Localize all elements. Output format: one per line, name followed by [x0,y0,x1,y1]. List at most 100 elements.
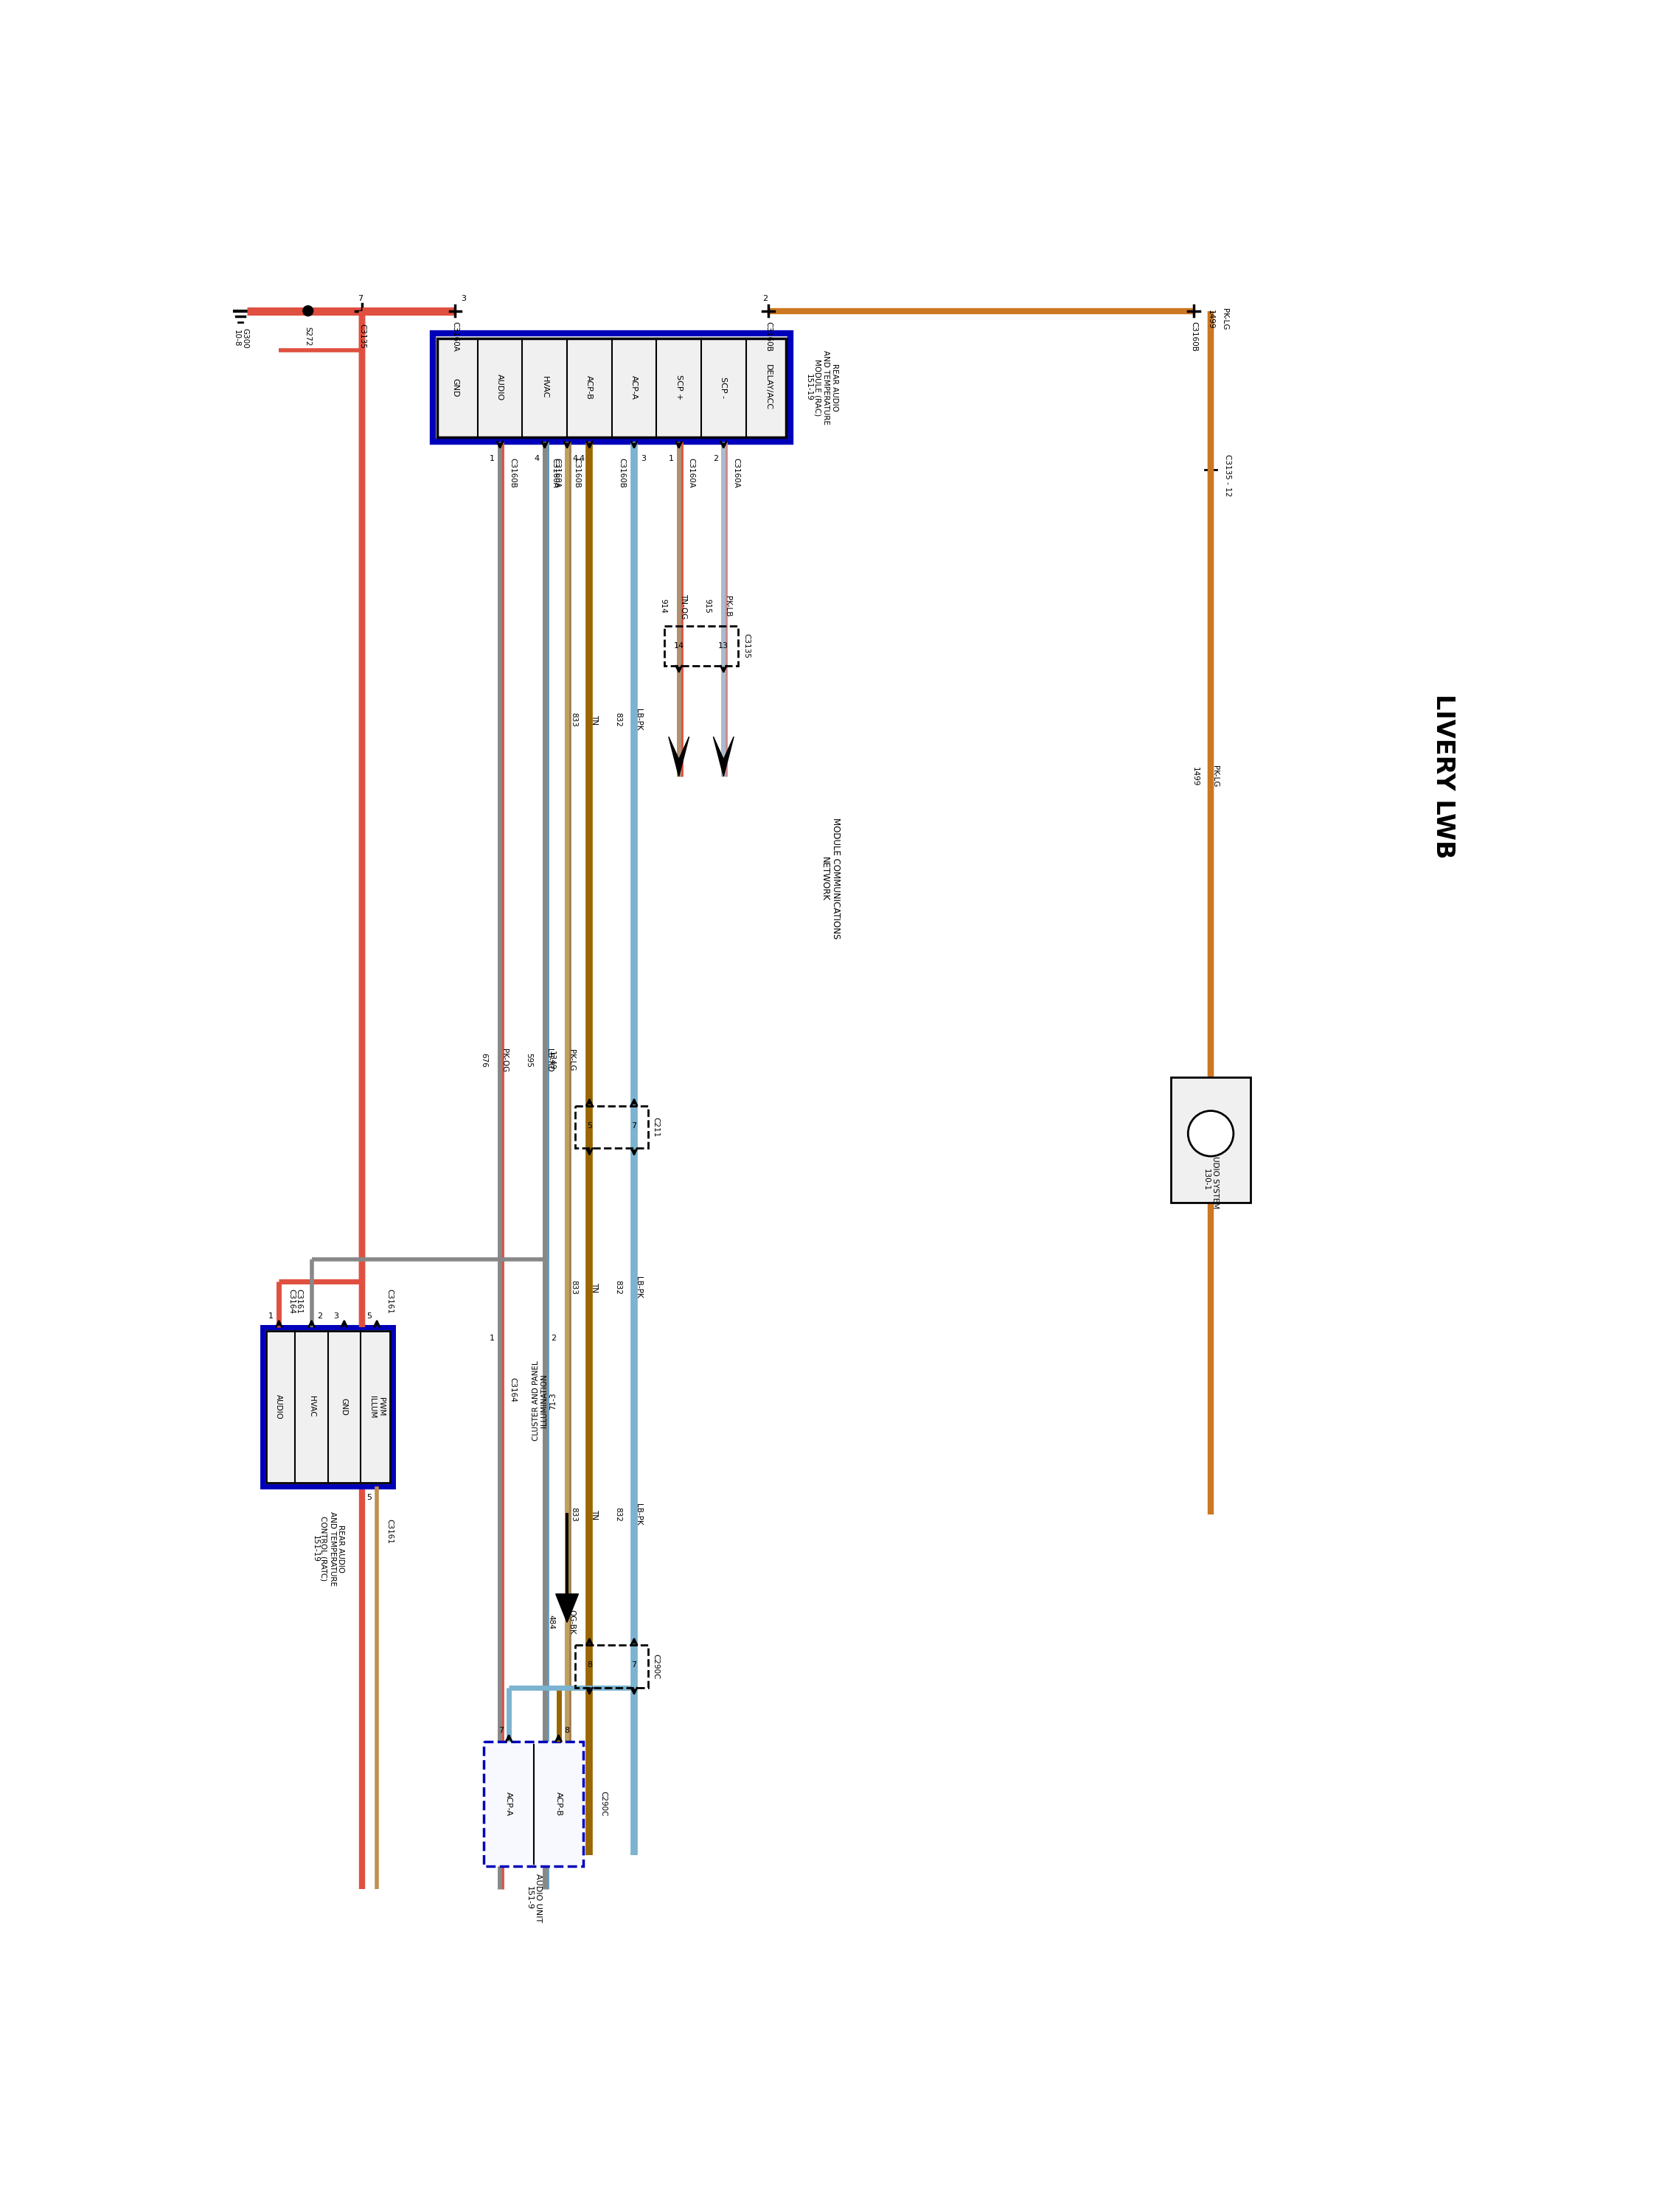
Text: TN: TN [591,1283,597,1292]
Text: C3160A: C3160A [554,458,561,487]
Text: 833: 833 [569,1506,577,1522]
Text: 4: 4 [572,456,577,462]
Text: G300
10-8: G300 10-8 [232,327,249,347]
Text: 5: 5 [367,1312,372,1318]
Text: 3: 3 [640,456,645,462]
Text: 832: 832 [614,1281,622,1294]
Text: PK-LG: PK-LG [567,1048,576,1071]
Text: S272: S272 [304,327,312,347]
Text: ACP-A: ACP-A [506,1792,513,1816]
Text: OG-BK: OG-BK [567,1610,576,1635]
Text: 833: 833 [569,712,577,728]
Polygon shape [713,737,733,776]
Text: C3135 - 12: C3135 - 12 [1224,453,1231,498]
Text: 3: 3 [461,294,466,303]
Text: AUDIO UNIT
151-9: AUDIO UNIT 151-9 [526,1874,542,1922]
Text: AUDIO: AUDIO [275,1394,282,1420]
Text: 1349: 1349 [547,1051,554,1071]
Text: C211: C211 [652,1117,659,1137]
Text: 4: 4 [579,456,584,462]
Text: 13: 13 [718,641,728,650]
Text: C3160B: C3160B [1190,321,1198,352]
Text: C3160B: C3160B [617,458,625,487]
Text: 1: 1 [669,456,674,462]
Text: 7: 7 [498,1728,504,1734]
Text: AUDIO SYSTEM
130-1: AUDIO SYSTEM 130-1 [1203,1150,1219,1208]
Text: 2: 2 [713,456,718,462]
Text: LB-PK: LB-PK [635,1276,642,1298]
Text: 5: 5 [367,1493,372,1502]
Text: 2: 2 [763,294,768,303]
Text: 833: 833 [569,1281,577,1294]
Text: 1: 1 [489,456,494,462]
Text: C3161: C3161 [295,1290,304,1314]
Text: 2: 2 [551,1334,556,1343]
Bar [665,626,738,666]
Text: 8: 8 [587,1661,592,1668]
Text: PK-LG: PK-LG [1211,765,1219,787]
Text: AUDIO: AUDIO [496,374,504,400]
Text: REAR AUDIO
AND TEMPERATURE
CONTROL (RATC)
151-19: REAR AUDIO AND TEMPERATURE CONTROL (RATC… [312,1511,345,1586]
Text: 1: 1 [489,1334,494,1343]
Bar [484,1741,584,1867]
Text: 7: 7 [358,294,363,303]
Bar [265,1332,390,1482]
Text: C3160A: C3160A [451,321,460,352]
Text: C3161: C3161 [385,1520,393,1544]
Bar [262,1327,393,1486]
Text: C290C: C290C [599,1792,607,1816]
Text: 1499: 1499 [1208,310,1214,330]
Text: ACP-B: ACP-B [586,376,594,400]
Text: LIVERY LWB: LIVERY LWB [1432,695,1455,858]
Text: 832: 832 [614,1506,622,1522]
Circle shape [304,305,314,316]
Text: DELAY/ACC: DELAY/ACC [765,365,771,411]
Text: C3164: C3164 [287,1290,295,1314]
Polygon shape [669,737,688,776]
Text: 4: 4 [534,456,539,462]
Text: LB-PK: LB-PK [635,708,642,730]
Bar [433,334,791,442]
Text: PK-LB: PK-LB [725,595,732,617]
Text: C290C: C290C [652,1655,659,1679]
Text: GND: GND [340,1398,348,1416]
Text: 3: 3 [333,1312,338,1318]
Bar [576,1106,649,1148]
Text: 8: 8 [564,1728,569,1734]
Text: C3160A: C3160A [687,458,695,487]
Polygon shape [556,1595,579,1621]
Text: SCP +: SCP + [675,374,682,400]
Text: SCP -: SCP - [720,376,727,398]
Text: TN: TN [591,714,597,726]
Text: C3160A: C3160A [551,458,559,487]
Text: LB-RD: LB-RD [546,1048,552,1073]
Text: 7: 7 [632,1661,637,1668]
Text: 1499: 1499 [1191,768,1198,785]
Text: MODULE COMMUNICATIONS
NETWORK: MODULE COMMUNICATIONS NETWORK [820,818,841,940]
Text: 484: 484 [547,1615,554,1630]
Text: GND: GND [451,378,460,396]
Text: A: A [1206,1126,1216,1139]
Text: 595: 595 [526,1053,533,1068]
Bar [1171,1077,1251,1203]
Text: CLUSTER AND PANEL
ILLUMINATION
71-3: CLUSTER AND PANEL ILLUMINATION 71-3 [533,1360,557,1440]
Text: TN-OG: TN-OG [680,593,687,619]
Text: HVAC: HVAC [541,376,549,398]
Text: REAR AUDIO
AND TEMPERATURE
MODULE (RAC)
151-19: REAR AUDIO AND TEMPERATURE MODULE (RAC) … [805,349,838,425]
Text: PWM
ILLUM: PWM ILLUM [368,1396,385,1418]
Text: 915: 915 [703,599,712,613]
Circle shape [1188,1110,1234,1157]
Text: 5: 5 [587,1121,592,1130]
Text: 7: 7 [632,1121,637,1130]
Text: LB-PK: LB-PK [635,1504,642,1526]
Text: 2: 2 [317,1312,322,1318]
Text: ACP-B: ACP-B [554,1792,562,1816]
Bar [576,1646,649,1688]
Text: 676: 676 [481,1053,488,1068]
Text: PK-LG: PK-LG [1221,307,1229,330]
Text: 14: 14 [674,641,684,650]
Text: C3135: C3135 [743,633,750,659]
Text: 914: 914 [659,599,667,613]
Text: C3160B: C3160B [574,458,581,487]
Text: C3160B: C3160B [509,458,516,487]
